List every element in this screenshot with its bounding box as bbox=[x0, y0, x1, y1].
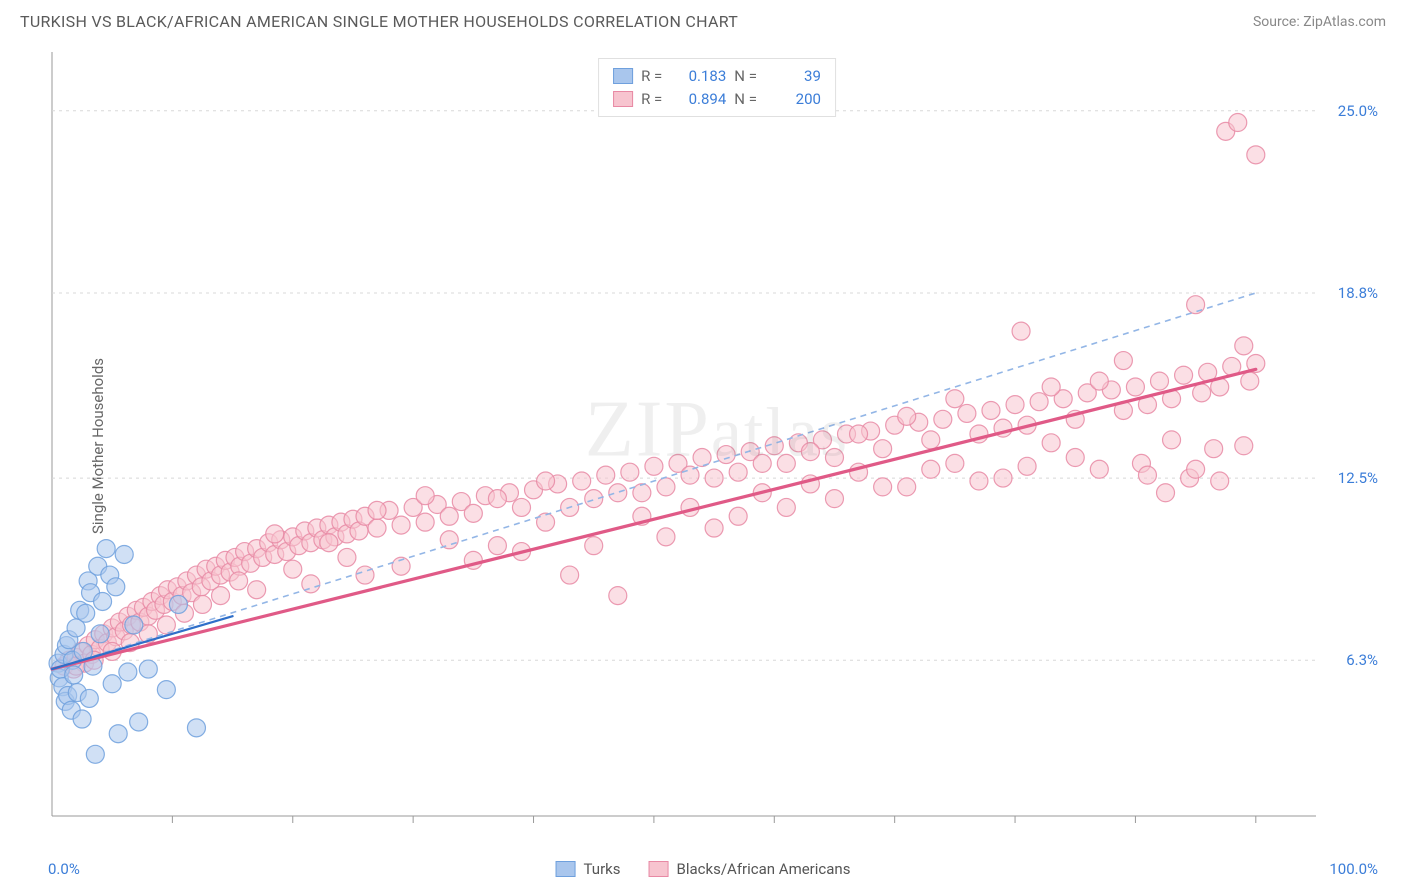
swatch-turks bbox=[613, 68, 633, 84]
swatch-turks-bottom bbox=[556, 861, 576, 877]
legend-item-turks: Turks bbox=[556, 860, 621, 878]
bottom-legend: Turks Blacks/African Americans bbox=[556, 860, 851, 878]
stats-legend: R = 0.183 N = 39 R = 0.894 N = 200 bbox=[598, 58, 836, 117]
source-label: Source: ZipAtlas.com bbox=[1253, 14, 1386, 30]
r-label: R = bbox=[641, 88, 662, 111]
swatch-blacks bbox=[613, 91, 633, 107]
y-tick-label: 12.5% bbox=[1338, 469, 1378, 487]
x-axis-max: 100.0% bbox=[1329, 860, 1378, 878]
stats-row-blacks: R = 0.894 N = 200 bbox=[613, 88, 821, 111]
n-value-turks: 39 bbox=[765, 65, 821, 88]
swatch-blacks-bottom bbox=[649, 861, 669, 877]
n-label: N = bbox=[734, 65, 757, 88]
legend-item-blacks: Blacks/African Americans bbox=[649, 860, 851, 878]
n-value-blacks: 200 bbox=[765, 88, 821, 111]
n-label: N = bbox=[734, 88, 757, 111]
scatter-plot bbox=[48, 48, 1386, 844]
chart-title: TURKISH VS BLACK/AFRICAN AMERICAN SINGLE… bbox=[20, 12, 738, 31]
r-value-blacks: 0.894 bbox=[670, 88, 726, 111]
y-tick-label: 18.8% bbox=[1338, 284, 1378, 302]
r-value-turks: 0.183 bbox=[670, 65, 726, 88]
r-label: R = bbox=[641, 65, 662, 88]
chart-area: ZIPatlas R = 0.183 N = 39 R = 0.894 N = … bbox=[48, 48, 1386, 844]
y-tick-label: 6.3% bbox=[1346, 651, 1378, 669]
legend-label-blacks: Blacks/African Americans bbox=[677, 860, 851, 878]
stats-row-turks: R = 0.183 N = 39 bbox=[613, 65, 821, 88]
y-tick-label: 25.0% bbox=[1338, 102, 1378, 120]
legend-label-turks: Turks bbox=[584, 860, 621, 878]
x-axis-min: 0.0% bbox=[48, 860, 80, 878]
